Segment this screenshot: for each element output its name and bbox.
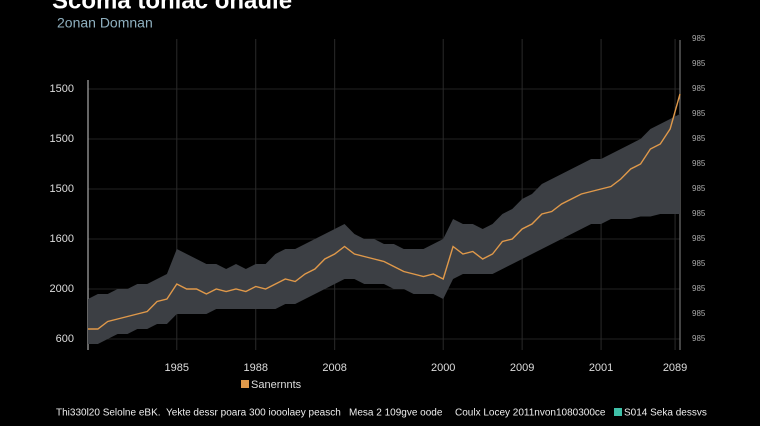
y2-tick-label: 985 [692, 234, 706, 243]
x-tick-label: 1985 [165, 362, 189, 374]
legend-swatch [241, 380, 249, 388]
y-tick-label: 2000 [50, 283, 74, 295]
y2-tick-label: 985 [692, 334, 706, 343]
chart-title: Scoma tonlac onaule [52, 0, 292, 14]
y2-tick-label: 985 [692, 184, 706, 193]
x-tick-label: 1988 [243, 362, 267, 374]
y-tick-label: 1500 [50, 183, 74, 195]
y-tick-label: 1500 [50, 133, 74, 145]
y-tick-label: 1500 [50, 83, 74, 95]
y2-tick-label: 985 [692, 159, 706, 168]
footer-text: Thi330l20 Selolne eBK. [56, 408, 161, 419]
y2-tick-label: 985 [692, 309, 706, 318]
y2-tick-label: 985 [692, 109, 706, 118]
y2-tick-label: 985 [692, 284, 706, 293]
y2-tick-label: 985 [692, 34, 706, 43]
footer-text: Yekte dessr poara 300 iooolaey peasch [166, 408, 341, 419]
chart-subtitle: 2onan Domnan [57, 15, 153, 31]
footer-swatch [614, 408, 622, 416]
y2-tick-label: 985 [692, 84, 706, 93]
x-tick-label: 2009 [510, 362, 534, 374]
footer-text: Coulx Locey 2011nvon1080300ce [455, 408, 606, 419]
x-tick-label: 2000 [431, 362, 455, 374]
legend-label: Sanernnts [251, 379, 302, 391]
x-tick-label: 2089 [663, 362, 687, 374]
footer-text: Mesa 2 109gve oode [349, 408, 443, 419]
y-tick-label: 600 [56, 333, 74, 345]
y2-tick-label: 985 [692, 209, 706, 218]
footer-text: S014 Seka dessvs [624, 408, 707, 419]
series-line [88, 93, 681, 330]
x-tick-label: 2008 [322, 362, 346, 374]
y-tick-label: 1600 [50, 233, 74, 245]
band-area [88, 114, 680, 344]
y2-tick-label: 985 [692, 259, 706, 268]
y2-tick-label: 985 [692, 59, 706, 68]
x-tick-label: 2001 [589, 362, 613, 374]
y2-tick-label: 985 [692, 134, 706, 143]
